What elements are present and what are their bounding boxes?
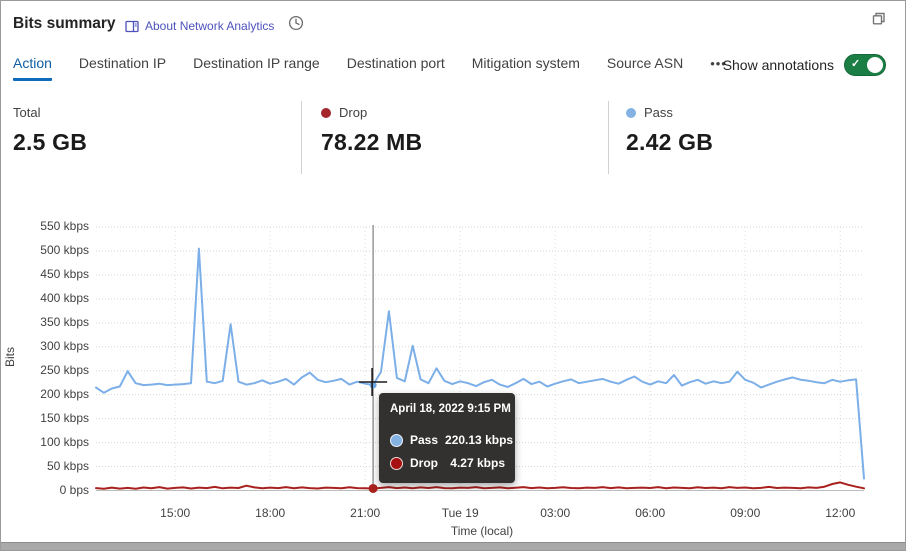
stat-divider xyxy=(301,101,302,174)
stat-total: Total 2.5 GB xyxy=(13,105,87,156)
dimension-tabs: Action Destination IP Destination IP ran… xyxy=(13,55,727,81)
hover-point-drop xyxy=(368,483,378,493)
clock-icon xyxy=(287,15,305,36)
show-annotations-toggle[interactable]: ✓ xyxy=(844,54,886,76)
y-tick-label: 150 kbps xyxy=(40,410,89,425)
y-tick-label: 450 kbps xyxy=(40,266,89,281)
y-tick-label: 500 kbps xyxy=(40,242,89,257)
series-line-drop xyxy=(95,481,865,490)
x-tick-label: 06:00 xyxy=(635,506,666,520)
page-title: Bits summary xyxy=(13,15,116,32)
restore-window-icon xyxy=(869,12,889,33)
stat-pass-label: Pass xyxy=(644,105,673,120)
tabs-overflow-button[interactable]: ••• xyxy=(710,56,727,71)
y-tick-label: 400 kbps xyxy=(40,290,89,305)
toggle-knob xyxy=(867,57,883,73)
tab-destination-ip[interactable]: Destination IP xyxy=(78,55,167,71)
tab-mitigation-system[interactable]: Mitigation system xyxy=(471,55,580,71)
tab-destination-ip-range[interactable]: Destination IP range xyxy=(193,55,320,71)
y-tick-label: 250 kbps xyxy=(40,362,89,377)
stat-drop-label: Drop xyxy=(339,105,368,120)
y-tick-label: 50 kbps xyxy=(46,458,89,473)
y-tick-label: 350 kbps xyxy=(40,314,89,329)
y-tick-label: 0 bps xyxy=(59,482,89,497)
checkmark-icon: ✓ xyxy=(851,58,861,70)
stat-drop: Drop 78.22 MB xyxy=(321,105,422,156)
about-network-analytics-link[interactable]: About Network Analytics xyxy=(125,19,274,33)
x-tick-label: 09:00 xyxy=(730,506,761,520)
stat-total-label: Total xyxy=(13,105,41,120)
x-tick-label: 18:00 xyxy=(255,506,286,520)
tooltip-drop-value: 4.27 kbps xyxy=(450,456,505,470)
tooltip-pass-value: 220.13 kbps xyxy=(445,433,514,447)
stat-pass: Pass 2.42 GB xyxy=(626,105,713,156)
tooltip-drop-label: Drop xyxy=(410,456,438,470)
tab-destination-port[interactable]: Destination port xyxy=(346,55,445,71)
tooltip-timestamp: April 18, 2022 9:15 PM xyxy=(390,403,511,415)
stat-divider xyxy=(608,101,609,174)
x-tick-label: 03:00 xyxy=(540,506,571,520)
x-tick-label: 15:00 xyxy=(160,506,191,520)
drop-series-dot xyxy=(390,456,403,470)
y-tick-label: 550 kbps xyxy=(40,219,89,233)
tab-source-asn[interactable]: Source ASN xyxy=(606,55,684,71)
x-tick-label: 21:00 xyxy=(350,506,381,520)
show-annotations-label: Show annotations xyxy=(722,57,834,73)
x-tick-label: 12:00 xyxy=(825,506,856,520)
tooltip-pass-row: Pass 220.13 kbps xyxy=(390,430,513,450)
y-tick-label: 100 kbps xyxy=(40,434,89,449)
pass-legend-dot xyxy=(626,107,636,118)
about-link-label: About Network Analytics xyxy=(145,19,275,33)
chart-tooltip: April 18, 2022 9:15 PM Pass 220.13 kbps … xyxy=(379,393,515,483)
y-tick-label: 300 kbps xyxy=(40,338,89,353)
horizontal-scrollbar[interactable] xyxy=(1,542,905,550)
tooltip-pass-label: Pass xyxy=(410,433,439,447)
pass-series-dot xyxy=(390,433,403,447)
stat-drop-value: 78.22 MB xyxy=(321,129,423,155)
book-icon xyxy=(125,20,139,33)
drop-legend-dot xyxy=(321,107,331,118)
x-axis-title: Time (local) xyxy=(450,524,514,538)
hover-point-pass xyxy=(369,381,377,389)
y-axis-title: Bits xyxy=(3,347,17,368)
tooltip-drop-row: Drop 4.27 kbps xyxy=(390,453,505,473)
tab-action[interactable]: Action xyxy=(13,55,52,81)
stat-total-value: 2.5 GB xyxy=(13,129,88,155)
stat-pass-value: 2.42 GB xyxy=(626,129,714,155)
y-tick-label: 200 kbps xyxy=(40,386,89,401)
x-tick-label: Tue 19 xyxy=(441,506,479,520)
time-range-button[interactable] xyxy=(287,14,305,32)
expand-panel-button[interactable] xyxy=(869,9,889,29)
